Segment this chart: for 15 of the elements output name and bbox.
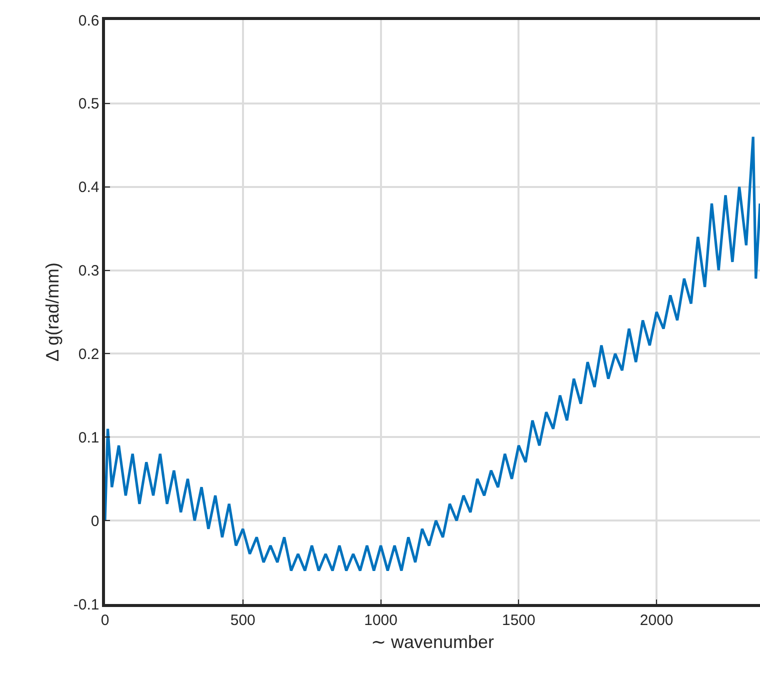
x-tick-label: 1500 — [502, 612, 536, 629]
x-tick-label: 1000 — [364, 612, 398, 629]
x-axis-title: ∼ wavenumber — [370, 632, 494, 652]
y-tick-label: 0.4 — [78, 179, 100, 196]
y-tick-label: -0.1 — [73, 596, 100, 614]
line-series — [105, 136, 760, 572]
x-tick-label: 500 — [230, 612, 256, 629]
y-tick-label: 0.2 — [78, 346, 100, 363]
y-tick-label: 0.3 — [78, 262, 100, 280]
y-tick-label: 0.5 — [78, 96, 100, 113]
y-tick-label: 0 — [90, 512, 100, 530]
y-tick-label: 0.1 — [78, 429, 100, 446]
y-axis-title: Δ g(rad/mm) — [42, 262, 63, 362]
x-tick-label: 2000 — [640, 612, 674, 629]
y-tick-label: 0.6 — [78, 12, 100, 30]
